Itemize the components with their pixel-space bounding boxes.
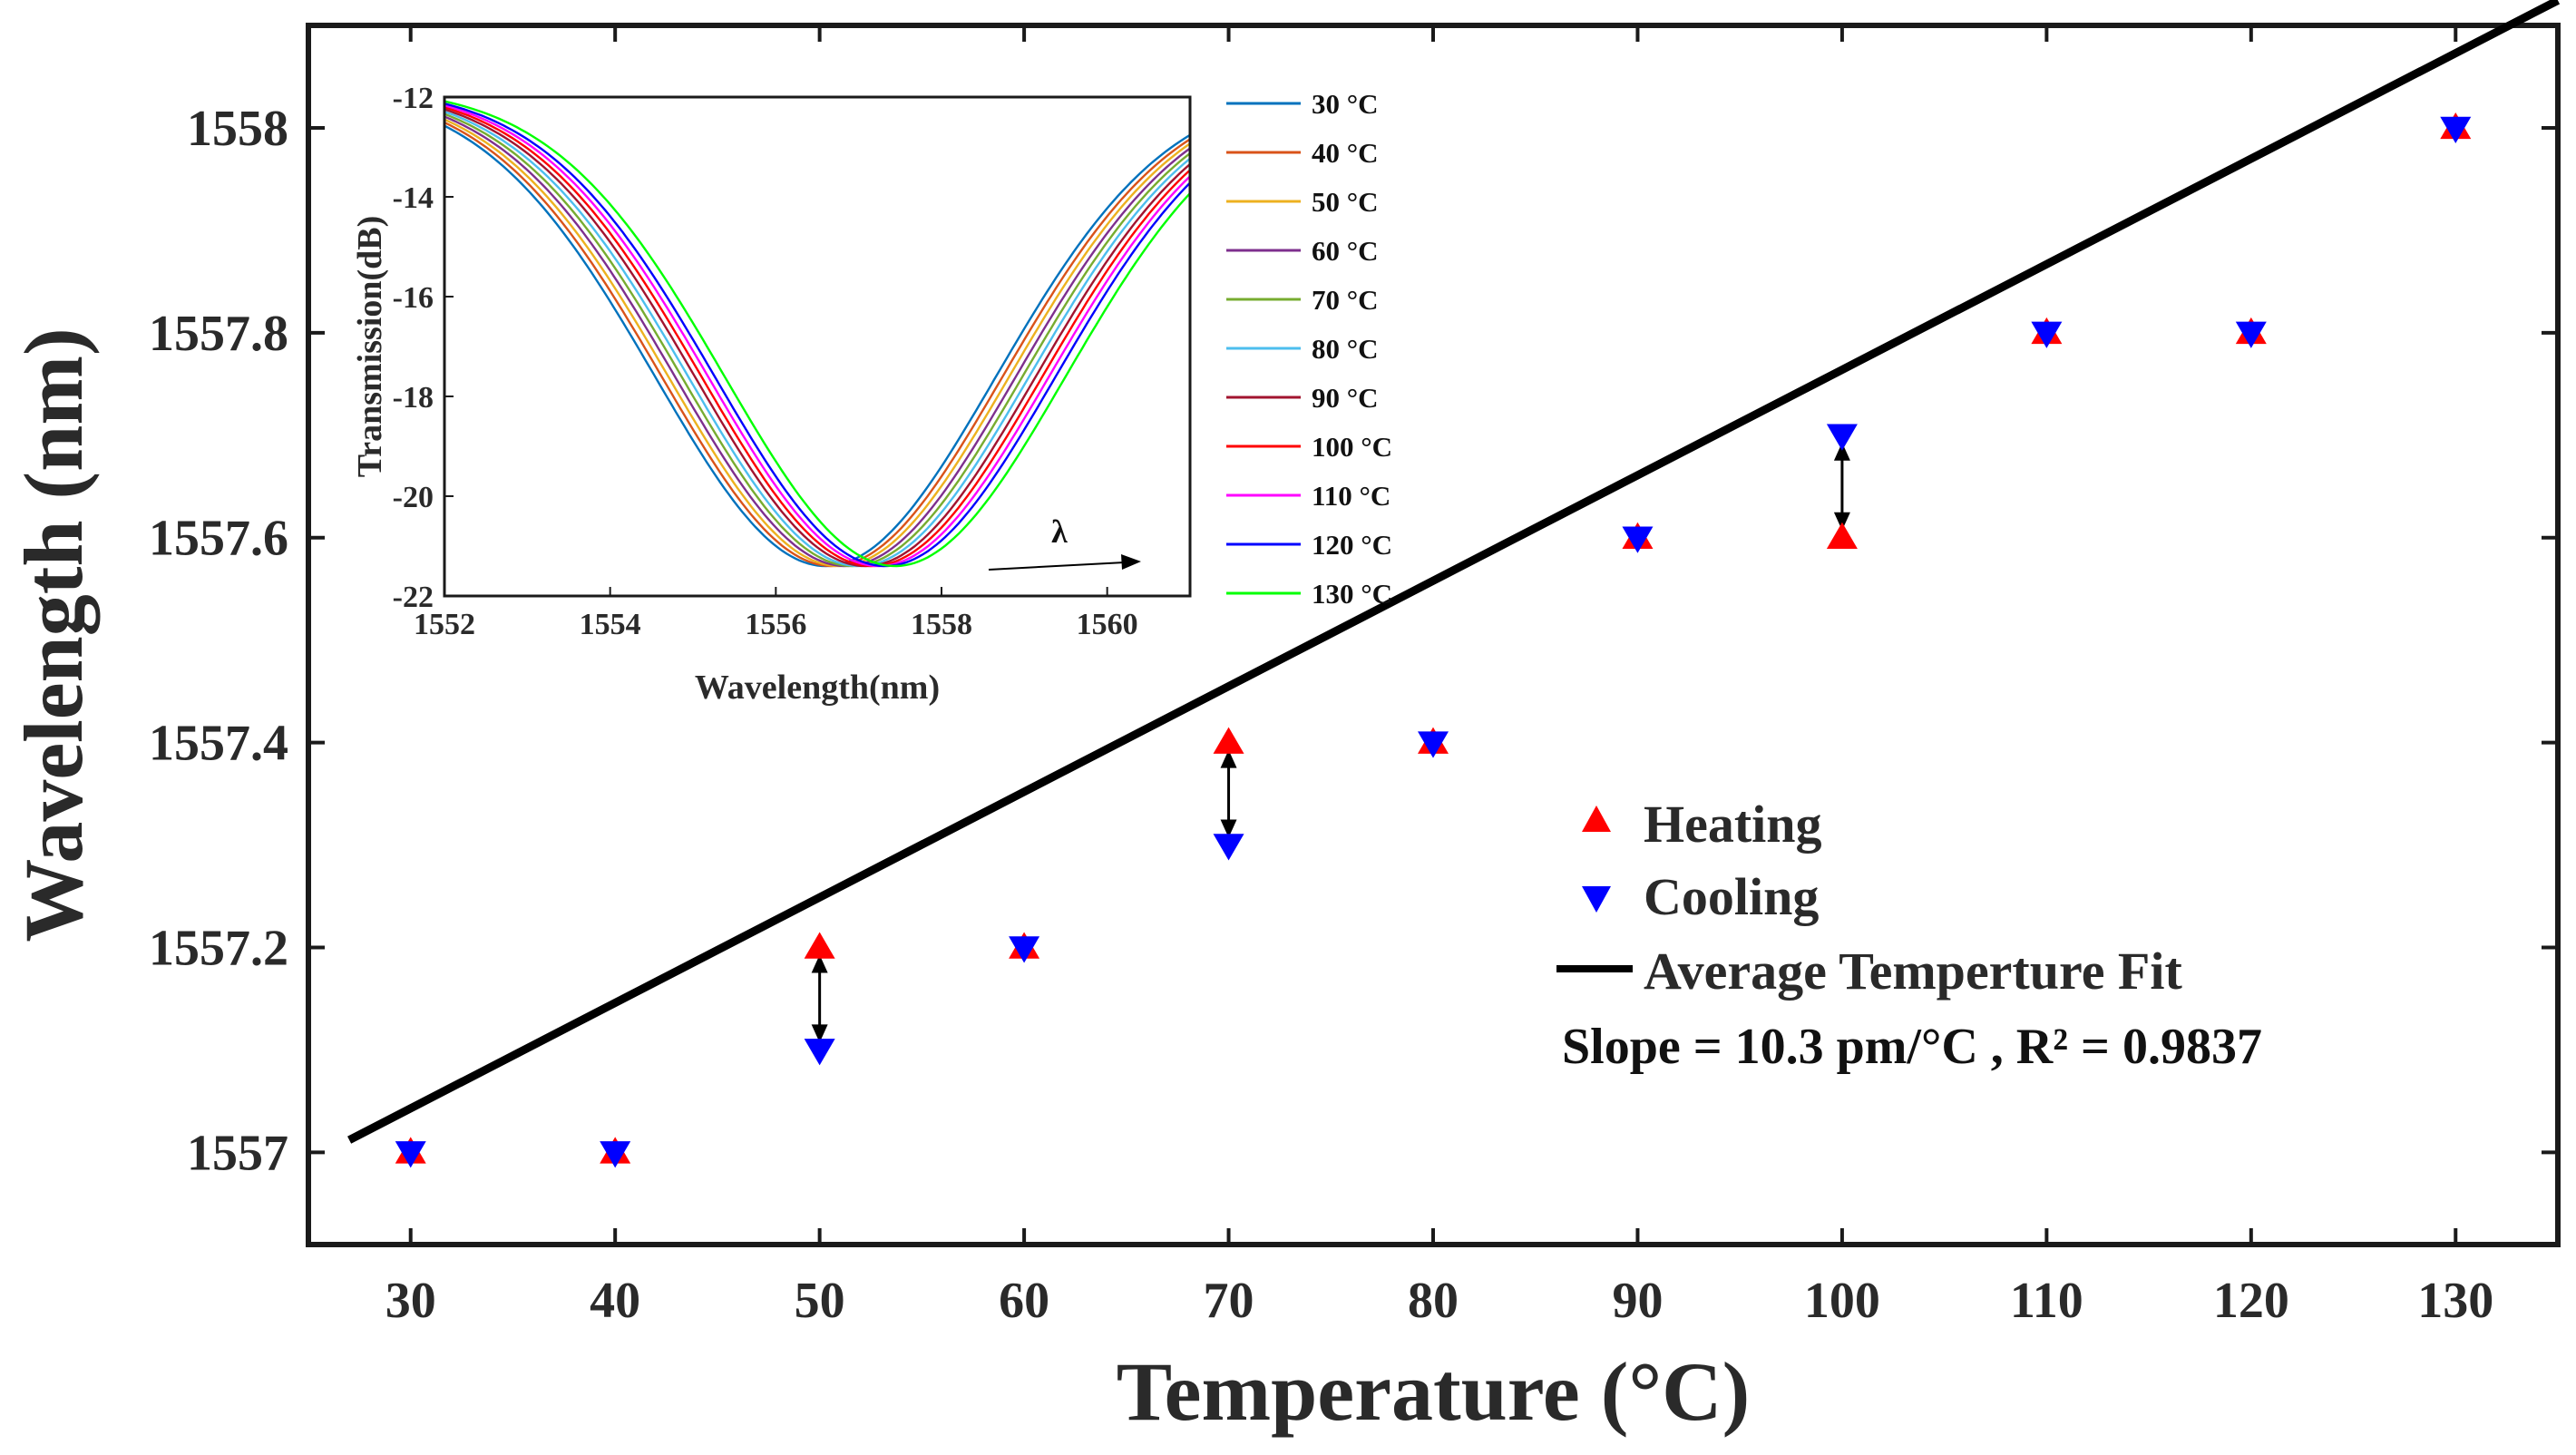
inset-x-tick-label: 1560 bbox=[1077, 608, 1138, 641]
transmission-curve bbox=[444, 108, 1190, 568]
inset-legend-label: 110 °C bbox=[1312, 480, 1390, 512]
inset-legend: 30 °C 40 °C 50 °C 60 °C 70 °C 80 °C 90 °C 100 °… bbox=[1226, 88, 1392, 610]
cooling-marker bbox=[2235, 321, 2267, 348]
x-tick-label: 40 bbox=[590, 1273, 640, 1329]
legend-cooling-marker bbox=[1582, 886, 1611, 913]
main-plot: 30 40 50 60 70 80 90 100 110 120 130 15571557.2155… bbox=[7, 0, 2561, 1438]
fit-line bbox=[347, 0, 2561, 1144]
lambda-label: λ bbox=[1051, 513, 1068, 550]
x-tick-label: 130 bbox=[2417, 1273, 2493, 1329]
transmission-curve bbox=[444, 106, 1190, 568]
cooling-marker bbox=[2440, 116, 2472, 143]
cooling-marker bbox=[1826, 424, 1858, 451]
y-tick-label: 1557.4 bbox=[149, 716, 288, 772]
y-tick-label: 1557.6 bbox=[149, 511, 288, 567]
transmission-curve bbox=[444, 110, 1190, 568]
inset-x-axis-title: Wavelength(nm) bbox=[695, 669, 940, 707]
x-tick-label: 90 bbox=[1612, 1273, 1663, 1329]
x-tick-label: 50 bbox=[795, 1273, 845, 1329]
x-axis-ticks: 30 40 50 60 70 80 90 100 110 120 130 bbox=[385, 25, 2493, 1329]
x-tick-label: 100 bbox=[1804, 1273, 1880, 1329]
data-markers bbox=[395, 112, 2472, 1168]
hysteresis-arrows bbox=[811, 442, 1850, 1043]
cooling-marker bbox=[1009, 936, 1040, 963]
inset-x-tick-label: 1556 bbox=[745, 608, 806, 641]
transmission-curve bbox=[444, 121, 1190, 568]
inset-x-tick-label: 1558 bbox=[911, 608, 972, 641]
inset-legend-label: 60 °C bbox=[1312, 235, 1379, 267]
hysteresis-arrowhead bbox=[1220, 749, 1237, 768]
lambda-arrow bbox=[988, 561, 1126, 571]
inset-y-tick-label: -22 bbox=[393, 581, 434, 614]
transmission-curve bbox=[444, 100, 1190, 568]
inset-legend-label: 130 °C bbox=[1312, 578, 1392, 610]
transmission-curve bbox=[444, 118, 1190, 568]
inset-legend-label: 50 °C bbox=[1312, 186, 1379, 218]
inset-legend-label: 90 °C bbox=[1312, 382, 1379, 414]
cooling-marker bbox=[1622, 526, 1654, 553]
legend-fit-label: Average Temperture Fit bbox=[1644, 942, 2182, 1001]
y-tick-label: 1557.8 bbox=[149, 306, 288, 362]
y-axis-title: Wavelength (nm) bbox=[7, 327, 100, 942]
cooling-marker bbox=[600, 1141, 631, 1168]
transmission-curve bbox=[444, 112, 1190, 568]
inset-legend-label: 100 °C bbox=[1312, 431, 1392, 463]
inset-legend-label: 80 °C bbox=[1312, 333, 1379, 365]
cooling-marker bbox=[804, 1039, 835, 1066]
cooling-marker bbox=[1418, 731, 1449, 758]
x-tick-label: 110 bbox=[2010, 1273, 2083, 1329]
y-tick-label: 1557 bbox=[187, 1125, 288, 1181]
x-axis-title: Temperature (°C) bbox=[1117, 1345, 1751, 1438]
transmission-curve bbox=[444, 103, 1190, 568]
inset-y-axis-ticks: -12 -14 -16 -18 -20 -22 bbox=[393, 82, 454, 614]
lambda-arrowhead bbox=[1121, 554, 1141, 570]
legend-cooling-label: Cooling bbox=[1644, 867, 1819, 926]
x-tick-label: 80 bbox=[1408, 1273, 1459, 1329]
x-tick-label: 60 bbox=[999, 1273, 1049, 1329]
fit-statistics: Slope = 10.3 pm/°C , R² = 0.9837 bbox=[1562, 1019, 2262, 1075]
transmission-curve bbox=[444, 124, 1190, 568]
y-tick-label: 1557.2 bbox=[149, 920, 288, 976]
heating-marker bbox=[1826, 522, 1858, 549]
inset-y-tick-label: -12 bbox=[393, 82, 434, 115]
inset-y-axis-title: Transmission(dB) bbox=[351, 216, 389, 478]
cooling-marker bbox=[2031, 321, 2063, 348]
transmission-curve bbox=[444, 103, 1190, 568]
hysteresis-arrowhead bbox=[1833, 442, 1850, 461]
inset-plot: 1552 1554 1556 1558 1560 -12-14-16-18-20-22 … bbox=[351, 82, 1192, 707]
hysteresis-arrowhead bbox=[1833, 512, 1850, 531]
inset-y-tick-label: -16 bbox=[393, 281, 434, 315]
inset-legend-label: 70 °C bbox=[1312, 284, 1379, 316]
hysteresis-arrowhead bbox=[1220, 819, 1237, 838]
legend-heating-marker bbox=[1582, 806, 1611, 832]
inset-y-tick-label: -20 bbox=[393, 481, 434, 514]
x-tick-label: 30 bbox=[385, 1273, 436, 1329]
inset-legend-label: 30 °C bbox=[1312, 88, 1379, 120]
heating-marker bbox=[1213, 727, 1244, 754]
inset-legend-label: 120 °C bbox=[1312, 529, 1392, 561]
transmission-curve bbox=[444, 115, 1190, 568]
y-axis-ticks: 1557 1557.2 1557.4 1557.6 1557.8 1558 bbox=[149, 101, 2558, 1181]
inset-legend-label: 40 °C bbox=[1312, 137, 1379, 169]
cooling-marker bbox=[395, 1141, 426, 1168]
cooling-marker bbox=[1213, 834, 1244, 861]
heating-marker bbox=[804, 932, 835, 959]
y-tick-label: 1558 bbox=[187, 101, 288, 157]
legend-heating-label: Heating bbox=[1644, 795, 1822, 854]
inset-x-tick-label: 1552 bbox=[414, 608, 475, 641]
inset-y-tick-label: -18 bbox=[393, 381, 434, 415]
x-tick-label: 120 bbox=[2213, 1273, 2289, 1329]
hysteresis-arrowhead bbox=[811, 954, 828, 973]
inset-y-tick-label: -14 bbox=[393, 181, 434, 215]
main-legend: Heating Cooling Average Temperture Fit S… bbox=[1556, 795, 2262, 1075]
fit-line-group bbox=[347, 0, 2561, 1144]
inset-plot-frame bbox=[443, 95, 1192, 598]
hysteresis-arrowhead bbox=[811, 1024, 828, 1043]
inset-x-tick-label: 1554 bbox=[580, 608, 641, 641]
inset-curves bbox=[444, 100, 1190, 568]
x-tick-label: 70 bbox=[1204, 1273, 1254, 1329]
inset-x-axis-ticks: 1552 1554 1556 1558 1560 bbox=[414, 587, 1138, 641]
